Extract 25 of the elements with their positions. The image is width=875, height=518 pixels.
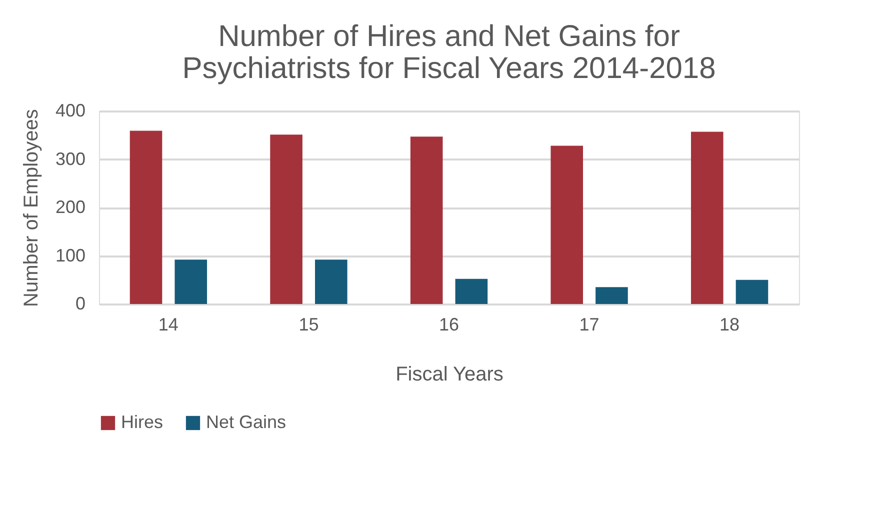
bar — [130, 130, 162, 304]
legend-label: Hires — [121, 412, 164, 432]
y-tick-label: 400 — [55, 100, 86, 120]
y-tick-label: 300 — [55, 148, 86, 169]
bar — [410, 136, 443, 304]
chart-title: Number of Hires and Net Gains for Psychiatrists for Fiscal Years 2014-2018 — [182, 20, 716, 85]
x-tick-label: 16 — [438, 314, 460, 334]
y-tick-label: 200 — [55, 197, 86, 217]
y-axis-title: Number of Employees — [20, 109, 42, 307]
x-tick-label: 18 — [720, 314, 740, 334]
x-axis-title: Fiscal Years — [396, 364, 504, 386]
x-tick-label: 15 — [298, 314, 319, 334]
legend-label: Net Gains — [206, 412, 286, 432]
bar — [270, 134, 302, 304]
bar — [315, 260, 348, 304]
x-tick-label: 14 — [158, 314, 178, 334]
y-tick-label: 0 — [75, 294, 86, 314]
bar — [690, 132, 724, 304]
y-tick-label: 100 — [55, 245, 86, 266]
x-tick-label: 17 — [579, 314, 600, 334]
bar — [455, 278, 488, 304]
bar — [596, 287, 628, 304]
bar — [550, 146, 583, 304]
bar — [174, 260, 208, 304]
bar — [736, 280, 768, 304]
